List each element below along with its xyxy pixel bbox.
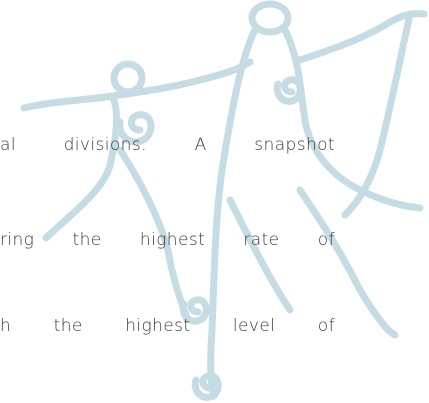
- page: al divisions. A snapshot ring the highes…: [0, 0, 429, 403]
- text-line: h the highest level of: [0, 316, 335, 336]
- dancers-illustration: [0, 0, 429, 403]
- text-line: al divisions. A snapshot: [0, 135, 335, 155]
- text-line: ring the highest rate of: [0, 230, 335, 250]
